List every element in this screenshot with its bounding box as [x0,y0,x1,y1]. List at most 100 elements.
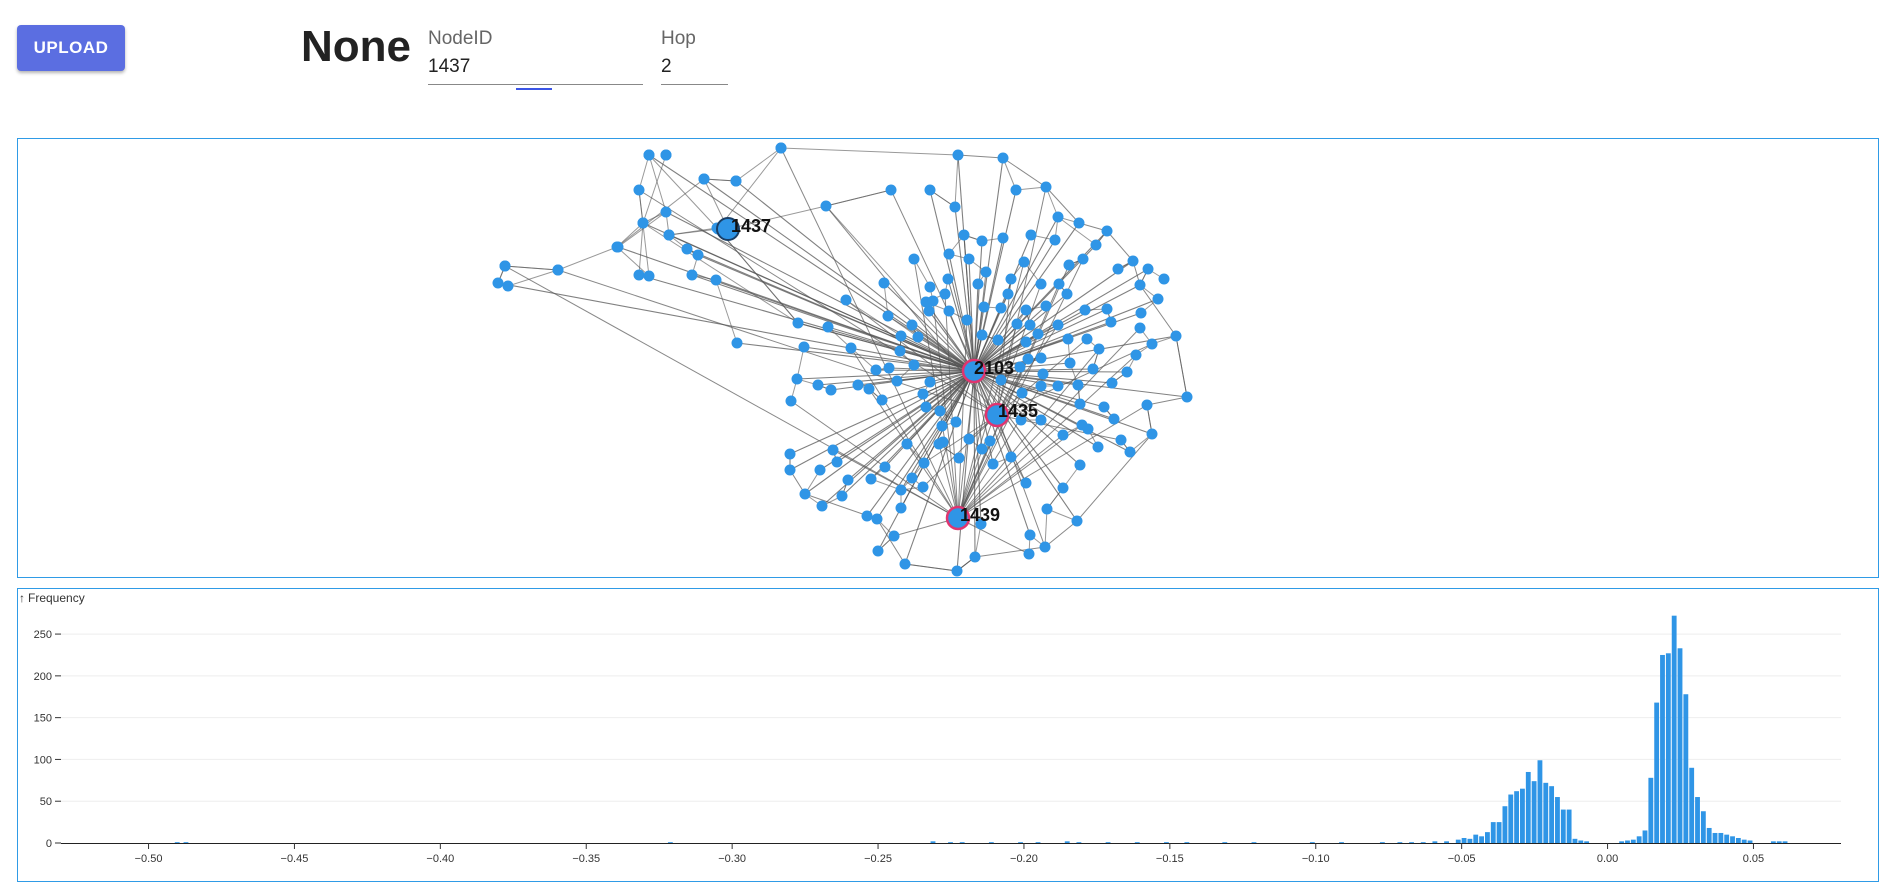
graph-node[interactable] [1053,278,1065,290]
graph-node[interactable] [840,294,852,306]
graph-node[interactable] [1062,333,1074,345]
graph-node[interactable] [992,334,1004,346]
graph-node[interactable] [643,149,655,161]
node-2103[interactable] [961,358,987,384]
graph-node[interactable] [976,235,988,247]
graph-node[interactable] [1005,451,1017,463]
graph-node[interactable] [1014,361,1026,373]
graph-node[interactable] [784,448,796,460]
graph-node[interactable] [901,438,913,450]
graph-node[interactable] [611,241,623,253]
graph-node[interactable] [1061,288,1073,300]
graph-node[interactable] [502,280,514,292]
graph-panel[interactable]: 1437 2103 1435 1439 [17,138,1879,578]
graph-node[interactable] [1112,263,1124,275]
graph-node[interactable] [731,337,743,349]
graph-node[interactable] [831,456,843,468]
graph-node[interactable] [885,184,897,196]
graph-node[interactable] [899,558,911,570]
graph-node[interactable] [1005,273,1017,285]
graph-node[interactable] [1081,333,1093,345]
graph-node[interactable] [997,232,1009,244]
graph-node[interactable] [660,206,672,218]
graph-node[interactable] [888,530,900,542]
graph-node[interactable] [924,281,936,293]
graph-node[interactable] [933,438,945,450]
graph-node[interactable] [895,330,907,342]
graph-node[interactable] [1074,459,1086,471]
graph-node[interactable] [950,416,962,428]
graph-node[interactable] [923,305,935,317]
graph-node[interactable] [1002,288,1014,300]
graph-node[interactable] [984,435,996,447]
graph-node[interactable] [861,510,873,522]
upload-button[interactable]: UPLOAD [17,25,125,71]
graph-node[interactable] [927,295,939,307]
graph-node[interactable] [686,269,698,281]
graph-node[interactable] [1090,239,1102,251]
graph-node[interactable] [798,341,810,353]
graph-node[interactable] [1146,428,1158,440]
graph-node[interactable] [1057,429,1069,441]
graph-node[interactable] [852,379,864,391]
graph-node[interactable] [1077,253,1089,265]
graph-node[interactable] [879,461,891,473]
graph-node[interactable] [1024,529,1036,541]
graph-node[interactable] [980,266,992,278]
graph-node[interactable] [951,565,963,577]
graph-node[interactable] [1073,217,1085,229]
graph-canvas[interactable]: 1437 2103 1435 1439 [18,139,1878,577]
graph-node[interactable] [1015,414,1027,426]
graph-node[interactable] [1121,366,1133,378]
graph-node[interactable] [943,248,955,260]
graph-node[interactable] [924,376,936,388]
graph-node[interactable] [906,472,918,484]
graph-node[interactable] [643,270,655,282]
graph-node[interactable] [698,173,710,185]
graph-node[interactable] [1108,413,1120,425]
graph-node[interactable] [865,473,877,485]
graph-node[interactable] [1082,423,1094,435]
graph-node[interactable] [872,545,884,557]
graph-node[interactable] [1020,304,1032,316]
graph-node[interactable] [1016,387,1028,399]
graph-node[interactable] [1064,357,1076,369]
graph-node[interactable] [917,481,929,493]
graph-node[interactable] [883,362,895,374]
graph-node[interactable] [920,401,932,413]
graph-node[interactable] [820,200,832,212]
graph-node[interactable] [842,474,854,486]
graph-node[interactable] [963,253,975,265]
graph-node[interactable] [963,433,975,445]
graph-node[interactable] [976,443,988,455]
graph-node[interactable] [1052,380,1064,392]
graph-node[interactable] [958,229,970,241]
graph-node[interactable] [870,364,882,376]
graph-node[interactable] [949,201,961,213]
graph-node[interactable] [730,175,742,187]
graph-node[interactable] [1152,293,1164,305]
graph-node[interactable] [663,229,675,241]
graph-node[interactable] [918,457,930,469]
graph-node[interactable] [492,277,504,289]
graph-node[interactable] [995,374,1007,386]
graph-node[interactable] [692,249,704,261]
graph-node[interactable] [961,314,973,326]
graph-node[interactable] [816,500,828,512]
graph-node[interactable] [1071,515,1083,527]
graph-node[interactable] [1135,307,1147,319]
graph-node[interactable] [1040,181,1052,193]
graph-node[interactable] [1057,482,1069,494]
graph-node[interactable] [1035,352,1047,364]
graph-node[interactable] [1093,343,1105,355]
graph-node[interactable] [799,488,811,500]
graph-node[interactable] [908,253,920,265]
graph-node[interactable] [1098,401,1110,413]
graph-node[interactable] [1039,541,1051,553]
graph-node[interactable] [1052,319,1064,331]
graph-node[interactable] [775,142,787,154]
graph-node[interactable] [1025,229,1037,241]
node-1439[interactable] [945,505,971,531]
graph-node[interactable] [906,319,918,331]
graph-node[interactable] [1127,255,1139,267]
